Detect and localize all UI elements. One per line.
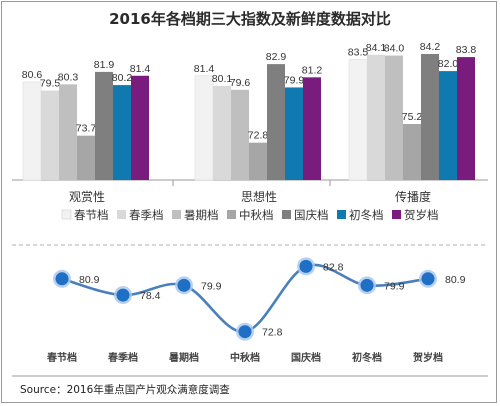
bar [249, 142, 267, 180]
bar-value-label: 84.2 [420, 41, 441, 53]
category-label: 传播度 [395, 189, 431, 204]
legend-swatch [61, 209, 72, 220]
bar-value-label: 80.3 [58, 71, 79, 83]
x-tick-label: 初冬档 [352, 351, 382, 364]
bar-value-label: 80.1 [212, 73, 233, 85]
bar [285, 87, 303, 180]
bar [403, 124, 421, 180]
x-tick-label: 春季档 [108, 351, 138, 364]
point-value-label: 72.8 [262, 327, 283, 339]
chart-title: 2016年各档期三大指数及新鲜度数据对比 [109, 10, 391, 28]
bar-value-label: 83.5 [348, 46, 369, 58]
bar-value-label: 84.0 [384, 43, 405, 55]
bar-value-label: 81.2 [302, 64, 323, 76]
point-value-label: 79.9 [201, 280, 222, 292]
legend-label: 暑期档 [184, 208, 219, 222]
bar-value-label: 79.6 [230, 77, 251, 89]
legend: 春节档 春季档 暑期档 中秋档 国庆档 初冬档 贺岁档 [61, 208, 439, 222]
bar-value-label: 75.2 [402, 111, 423, 123]
legend-swatch [172, 210, 181, 219]
bar-value-label: 73.7 [76, 123, 97, 135]
legend-label: 初冬档 [349, 208, 384, 222]
bar [131, 75, 149, 180]
x-tick-label: 中秋档 [230, 351, 260, 364]
x-tick-label: 国庆档 [291, 351, 321, 364]
bar-value-label: 80.6 [22, 69, 43, 81]
bar-value-label: 81.4 [194, 63, 215, 75]
legend-swatch [282, 210, 291, 219]
data-point [116, 288, 130, 302]
bar [213, 85, 231, 180]
bar-chart: 80.679.580.373.781.980.281.4观赏性81.480.17… [12, 41, 488, 204]
legend-label: 春季档 [129, 208, 164, 222]
bar-value-label: 82.0 [438, 58, 459, 70]
bar [367, 54, 385, 180]
data-point [299, 259, 313, 273]
x-tick-label: 春节档 [47, 351, 77, 364]
bar [457, 57, 475, 180]
legend-label: 贺岁档 [404, 208, 439, 222]
data-point [421, 272, 435, 286]
bar-value-label: 82.9 [266, 51, 287, 63]
bar [348, 59, 368, 181]
bar [95, 71, 113, 180]
bar [77, 135, 95, 180]
bar-value-label: 79.9 [284, 74, 305, 86]
legend-label: 春节档 [74, 208, 109, 222]
category-label: 思想性 [241, 189, 277, 204]
bar [59, 84, 77, 180]
legend-label: 国庆档 [294, 208, 329, 222]
point-value-label: 80.9 [445, 274, 466, 286]
point-value-label: 79.9 [384, 280, 405, 292]
bar [385, 55, 403, 180]
legend-swatch [117, 210, 126, 219]
bar-value-label: 84.1 [366, 42, 387, 54]
category-label: 观赏性 [69, 190, 105, 204]
bar [439, 71, 457, 180]
bar [22, 81, 42, 181]
bar-value-label: 83.8 [456, 44, 477, 56]
bar [231, 89, 249, 180]
point-value-label: 82.8 [323, 261, 344, 273]
bar-value-label: 81.4 [130, 63, 151, 75]
legend-label: 中秋档 [239, 208, 274, 222]
bar-value-label: 79.5 [40, 78, 61, 90]
bar [41, 90, 59, 180]
bar [194, 75, 214, 181]
point-value-label: 78.4 [140, 290, 161, 302]
data-point [238, 325, 252, 339]
source-note: Source：2016年重点国产片观众满意度调查 [20, 383, 230, 396]
bar [303, 77, 321, 180]
x-tick-label: 贺岁档 [412, 351, 443, 364]
data-point [55, 272, 69, 286]
bar-value-label: 80.2 [112, 72, 133, 84]
legend-swatch [392, 210, 401, 219]
x-tick-label: 暑期档 [169, 351, 199, 364]
data-point [360, 278, 374, 292]
point-value-label: 80.9 [79, 274, 100, 286]
data-point [177, 278, 191, 292]
legend-swatch [337, 210, 346, 219]
bar-value-label: 72.8 [248, 130, 269, 142]
bar-value-label: 81.9 [94, 59, 115, 71]
bar [267, 64, 285, 180]
bar [421, 54, 439, 180]
legend-swatch [227, 210, 236, 219]
bar [113, 85, 131, 180]
